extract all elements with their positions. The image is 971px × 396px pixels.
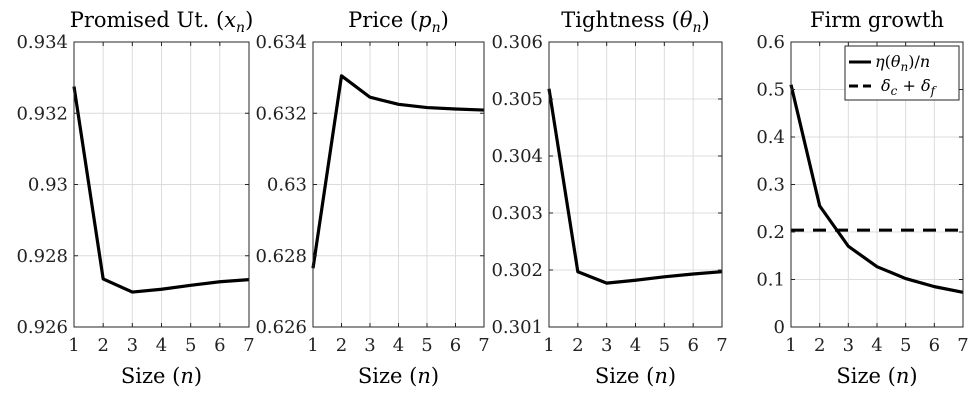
x-tick-label: 3 [364,335,375,356]
x-tick-label: 1 [785,335,796,356]
y-tick-label: 0.626 [255,317,307,338]
panel-title: Promised Ut. (xn) [70,8,254,36]
x-tick-label: 2 [97,335,108,356]
y-tick-label: 0.2 [756,222,785,243]
x-tick-label: 6 [450,335,461,356]
x-tick-label: 6 [687,335,698,356]
x-tick-label: 7 [243,335,254,356]
y-tick-label: 0.303 [491,203,543,224]
x-tick-label: 2 [336,335,347,356]
x-tick-label: 3 [601,335,612,356]
x-axis-label: Size (n) [358,364,439,388]
x-tick-label: 3 [127,335,138,356]
x-tick-label: 5 [900,335,911,356]
y-tick-label: 0.6 [756,32,785,53]
panel-title: Firm growth [810,8,944,32]
x-tick-label: 4 [871,335,882,356]
y-tick-label: 0.926 [16,317,68,338]
x-tick-label: 4 [630,335,641,356]
panel-3: 1 2 3 4 5 6 7 0.301 0.302 0.303 0.304 0.305 0.306 Tig… [491,8,727,388]
y-tick-label: 0.304 [491,146,543,167]
legend-label-2: δc + δf [881,76,938,98]
panel-4: 1 2 3 4 5 6 7 0 0.1 0.2 0.3 0.4 0.5 0.6 Firm growth Siz… [756,8,968,388]
y-tick-label: 0.1 [756,270,785,291]
x-tick-label: 5 [421,335,432,356]
y-tick-label: 0.928 [16,246,68,267]
y-tick-label: 0.93 [28,175,68,196]
y-tick-label: 0 [774,317,785,338]
x-axis-label: Size (n) [121,364,202,388]
series-line-1 [72,86,250,294]
y-tick-label: 0.4 [756,127,785,148]
x-axis-label: Size (n) [836,364,917,388]
x-tick-label: 4 [156,335,167,356]
y-tick-label: 0.301 [491,317,543,338]
x-axis-label: Size (n) [595,364,676,388]
series-line-1 [789,84,964,294]
legend-label-1: η(θn)/n [875,52,930,74]
panel-2: 1 2 3 4 5 6 7 0.626 0.628 0.63 0.632 0.634 Price (pn… [255,8,489,388]
x-tick-label: 1 [543,335,554,356]
x-tick-label: 4 [393,335,404,356]
panel-title: Price (pn) [348,8,449,36]
series-line-1 [311,74,485,269]
x-tick-label: 2 [814,335,825,356]
y-tick-label: 0.932 [16,103,68,124]
y-tick-label: 0.306 [491,32,543,53]
y-tick-label: 0.634 [255,32,307,53]
x-tick-label: 1 [307,335,318,356]
y-tick-label: 0.5 [756,80,785,101]
x-tick-label: 7 [957,335,968,356]
x-tick-label: 3 [843,335,854,356]
series-line-1 [547,88,723,285]
x-tick-label: 1 [68,335,79,356]
x-tick-label: 6 [214,335,225,356]
x-tick-label: 7 [716,335,727,356]
x-tick-label: 5 [659,335,670,356]
y-tick-label: 0.3 [756,175,785,196]
y-tick-label: 0.302 [491,260,543,281]
x-tick-label: 7 [478,335,489,356]
legend: η(θn)/nδc + δf [844,45,960,101]
y-tick-label: 0.934 [16,32,68,53]
y-tick-label: 0.63 [267,175,307,196]
x-tick-label: 5 [185,335,196,356]
x-tick-label: 6 [929,335,940,356]
y-tick-label: 0.628 [255,246,307,267]
panel-title: Tightness (θn) [561,8,709,36]
legend-box [844,45,960,101]
y-tick-label: 0.305 [491,89,543,110]
panel-1: 1 2 3 4 5 6 7 0.926 0.928 0.93 0.932 0.934Promised … [16,8,254,388]
x-tick-label: 2 [572,335,583,356]
y-tick-label: 0.632 [255,103,307,124]
